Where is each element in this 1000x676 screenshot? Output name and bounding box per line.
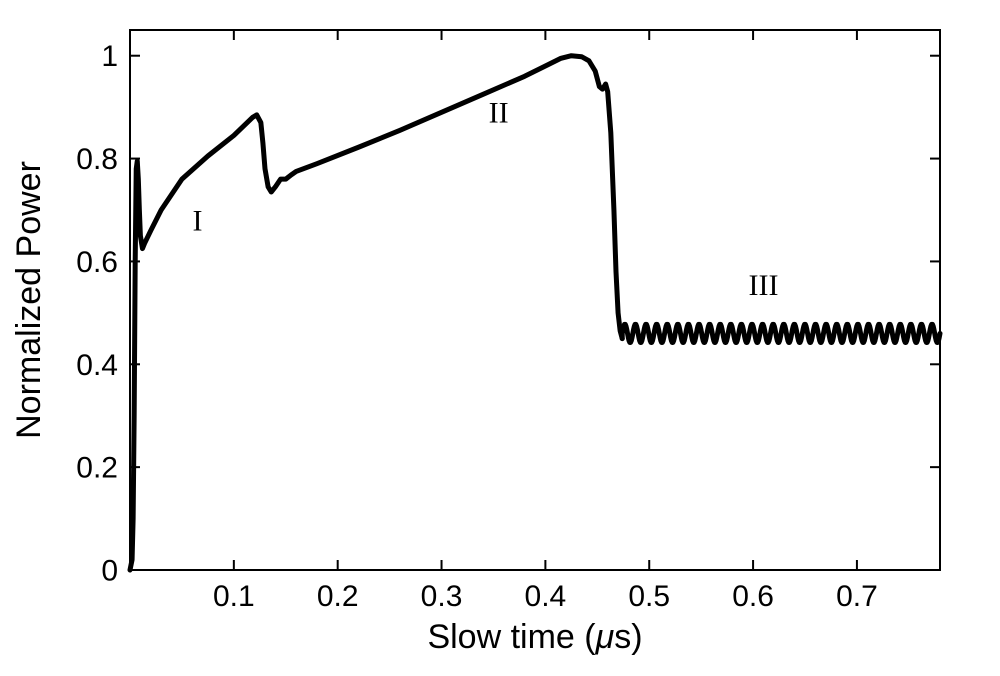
x-tick-label: 0.7 xyxy=(836,580,878,613)
x-tick-label: 0.2 xyxy=(317,580,359,613)
plot-background xyxy=(130,30,940,570)
region-label-iii: III xyxy=(748,269,778,302)
y-tick-label: 0.4 xyxy=(76,349,118,382)
x-tick-label: 0.1 xyxy=(213,580,255,613)
y-tick-label: 1 xyxy=(101,40,118,73)
y-axis-label: Normalized Power xyxy=(10,161,48,439)
x-tick-label: 0.3 xyxy=(421,580,463,613)
x-tick-label: 0.4 xyxy=(525,580,567,613)
region-label-ii: II xyxy=(489,97,509,130)
region-label-i: I xyxy=(193,205,203,238)
power-vs-time-chart: 0.1 0.2 0.3 0.4 0.5 0.6 0.7 0 0.2 0.4 0.6 0.8 1 I I… xyxy=(0,0,1000,676)
y-tick-label: 0.8 xyxy=(76,143,118,176)
y-tick-label: 0.6 xyxy=(76,246,118,279)
y-tick-label: 0 xyxy=(101,555,118,588)
y-tick-label: 0.2 xyxy=(76,452,118,485)
x-tick-label: 0.5 xyxy=(628,580,670,613)
x-tick-label: 0.6 xyxy=(732,580,774,613)
x-axis-label: Slow time (μs) xyxy=(427,618,642,656)
oscillation-tail xyxy=(622,324,940,342)
